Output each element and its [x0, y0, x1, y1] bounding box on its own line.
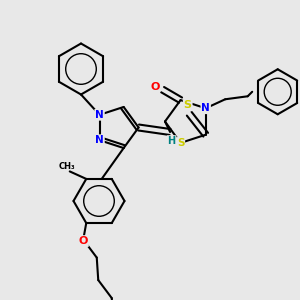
Text: O: O [79, 236, 88, 246]
Text: N: N [95, 135, 104, 145]
Text: CH₃: CH₃ [58, 162, 75, 171]
Text: S: S [177, 138, 184, 148]
Text: H: H [167, 136, 176, 146]
Text: N: N [201, 103, 210, 113]
Text: S: S [184, 100, 192, 110]
Text: N: N [95, 110, 104, 120]
Text: O: O [150, 82, 160, 92]
